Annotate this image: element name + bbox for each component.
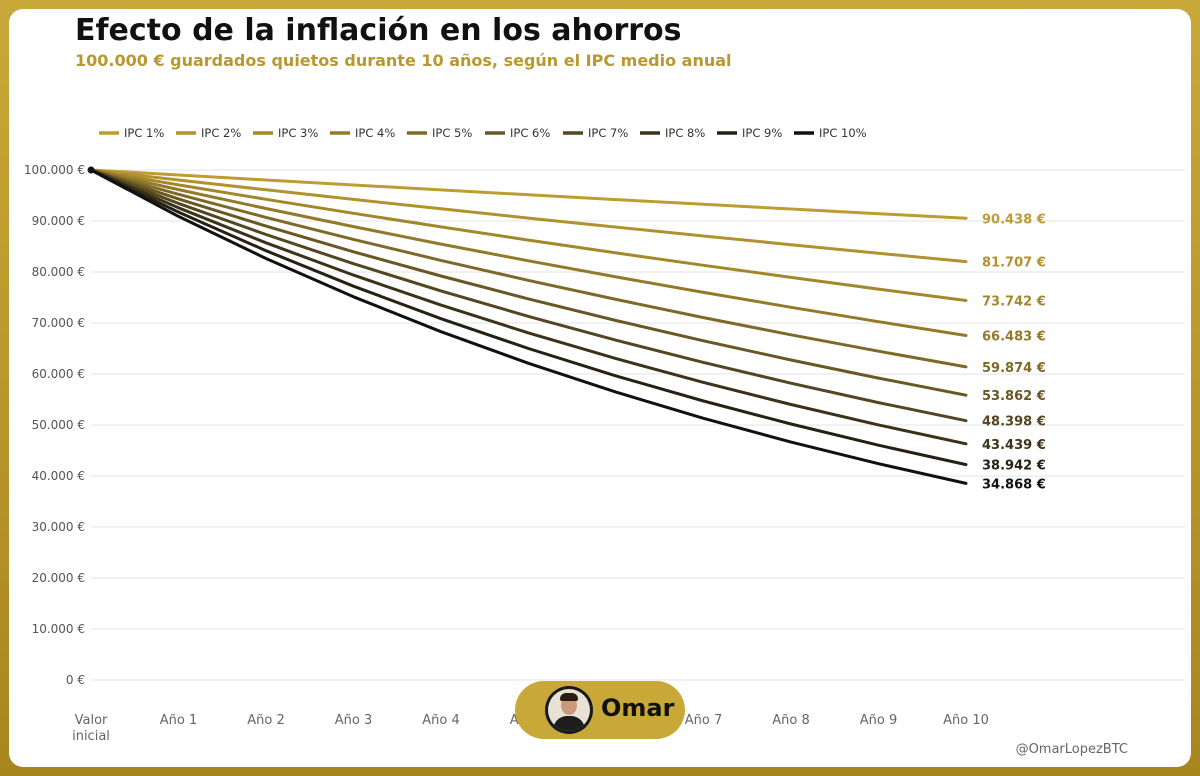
end-value-label: 38.942 € [982, 459, 1046, 474]
legend-label: IPC 3% [278, 126, 318, 140]
end-value-label: 81.707 € [982, 256, 1046, 271]
series-line [89, 168, 968, 397]
chart-title: Efecto de la inflación en los ahorros [75, 13, 682, 48]
y-tick-label: 40.000 € [32, 469, 85, 483]
end-value-label: 53.862 € [982, 389, 1046, 404]
series-line [89, 168, 968, 467]
series-line [89, 168, 968, 423]
legend-label: IPC 6% [510, 126, 550, 140]
y-tick-label: 60.000 € [32, 367, 85, 381]
legend-label: IPC 2% [201, 126, 241, 140]
y-tick-label: 100.000 € [24, 163, 85, 177]
x-tick-label: Valor inicial [72, 713, 110, 744]
y-tick-label: 30.000 € [32, 520, 85, 534]
start-point [87, 166, 95, 174]
y-tick-label: 80.000 € [32, 265, 85, 279]
x-tick-label: Año 8 [772, 713, 810, 728]
x-tick-label: Año 9 [860, 713, 898, 728]
y-tick-label: 20.000 € [32, 571, 85, 585]
author-handle[interactable]: @OmarLopezBTC [1015, 742, 1128, 757]
legend-label: IPC 5% [432, 126, 472, 140]
legend-label: IPC 8% [665, 126, 705, 140]
end-value-label: 90.438 € [982, 212, 1046, 227]
end-value-labels: 90.438 € 81.707 € 73.742 € 66.483 € 59.874 €… [982, 212, 1046, 492]
series-lines [87, 166, 968, 485]
author-badge: Omar [515, 681, 685, 739]
series-line [89, 168, 968, 264]
y-tick-label: 70.000 € [32, 316, 85, 330]
x-tick-label: Año 4 [422, 713, 460, 728]
legend-label: IPC 10% [819, 126, 867, 140]
x-tick-label: Año 7 [685, 713, 723, 728]
end-value-label: 73.742 € [982, 295, 1046, 310]
chart-card: Efecto de la inflación en los ahorros 10… [9, 9, 1191, 767]
series-line [89, 168, 968, 337]
legend-label: IPC 4% [355, 126, 395, 140]
y-tick-label: 50.000 € [32, 418, 85, 432]
legend-label: IPC 7% [588, 126, 628, 140]
end-value-label: 43.439 € [982, 438, 1046, 453]
person-photo-icon [545, 686, 593, 734]
end-value-label: 66.483 € [982, 329, 1046, 344]
x-tick-label: Año 3 [335, 713, 373, 728]
series-line [89, 168, 968, 485]
series-line [89, 168, 968, 302]
author-name: Omar [601, 694, 675, 722]
grid-lines [91, 169, 1185, 681]
end-value-label: 48.398 € [982, 415, 1046, 430]
x-tick-label: Año 10 [943, 713, 989, 728]
x-tick-label: Año 1 [160, 713, 198, 728]
series-line [89, 168, 968, 220]
y-tick-label: 10.000 € [32, 622, 85, 636]
chart-subtitle: 100.000 € guardados quietos durante 10 a… [75, 51, 732, 70]
y-tick-label: 90.000 € [32, 214, 85, 228]
line-chart: 0 € 10.000 € 20.000 € 30.000 € 40.000 € 50.00… [24, 126, 1185, 744]
end-value-label: 34.868 € [982, 477, 1046, 492]
y-axis-ticks: 0 € 10.000 € 20.000 € 30.000 € 40.000 € 50.00… [24, 163, 85, 687]
y-tick-label: 0 € [66, 673, 85, 687]
end-value-label: 59.874 € [982, 361, 1046, 376]
series-line [89, 168, 968, 446]
x-tick-label: Año 2 [247, 713, 285, 728]
legend: IPC 1% IPC 2% IPC 3% IPC 4% IPC 5% IPC 6% IPC … [99, 126, 867, 140]
legend-label: IPC 9% [742, 126, 782, 140]
series-line [89, 168, 968, 369]
legend-label: IPC 1% [124, 126, 164, 140]
